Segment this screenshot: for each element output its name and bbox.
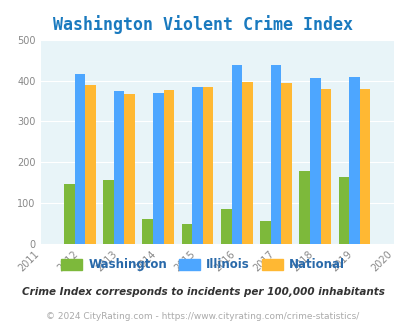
Bar	[220, 209, 231, 244]
Bar	[103, 180, 113, 244]
Bar	[241, 82, 252, 244]
Text: Washington Violent Crime Index: Washington Violent Crime Index	[53, 15, 352, 34]
Bar	[113, 91, 124, 244]
Text: © 2024 CityRating.com - https://www.cityrating.com/crime-statistics/: © 2024 CityRating.com - https://www.city…	[46, 312, 359, 321]
Bar	[163, 90, 174, 244]
Bar	[181, 224, 192, 244]
Bar	[124, 94, 134, 244]
Bar	[64, 183, 75, 244]
Bar	[153, 93, 163, 244]
Bar	[309, 78, 320, 244]
Bar	[75, 74, 85, 244]
Bar	[320, 89, 330, 244]
Bar	[270, 65, 281, 244]
Bar	[260, 221, 270, 244]
Bar	[348, 77, 359, 244]
Bar	[299, 171, 309, 244]
Text: Crime Index corresponds to incidents per 100,000 inhabitants: Crime Index corresponds to incidents per…	[21, 287, 384, 297]
Bar	[192, 87, 202, 244]
Bar	[281, 83, 291, 244]
Bar	[359, 89, 369, 244]
Bar	[85, 85, 96, 244]
Bar	[338, 177, 348, 244]
Bar	[231, 65, 241, 244]
Bar	[142, 219, 153, 244]
Bar	[202, 87, 213, 244]
Legend: Washington, Illinois, National: Washington, Illinois, National	[61, 258, 344, 271]
